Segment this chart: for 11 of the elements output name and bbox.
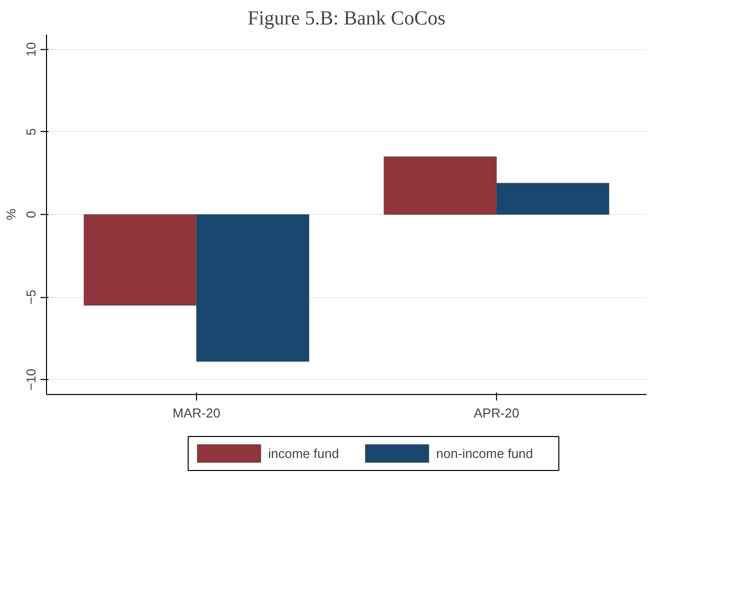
y-tick-label: −5 bbox=[24, 290, 38, 304]
y-tick-label: −10 bbox=[24, 368, 38, 391]
y-tick-label: 10 bbox=[24, 42, 38, 57]
legend-label: non-income fund bbox=[436, 446, 534, 461]
x-tick-label: APR-20 bbox=[474, 406, 520, 420]
y-tick-label: 0 bbox=[24, 210, 38, 218]
chart-title: Figure 5.B: Bank CoCos bbox=[248, 8, 446, 30]
x-tick-label: MAR-20 bbox=[172, 406, 220, 420]
y-tick-label: 5 bbox=[24, 128, 38, 136]
y-axis-title: % bbox=[4, 208, 18, 220]
legend-label: income fund bbox=[268, 446, 339, 461]
